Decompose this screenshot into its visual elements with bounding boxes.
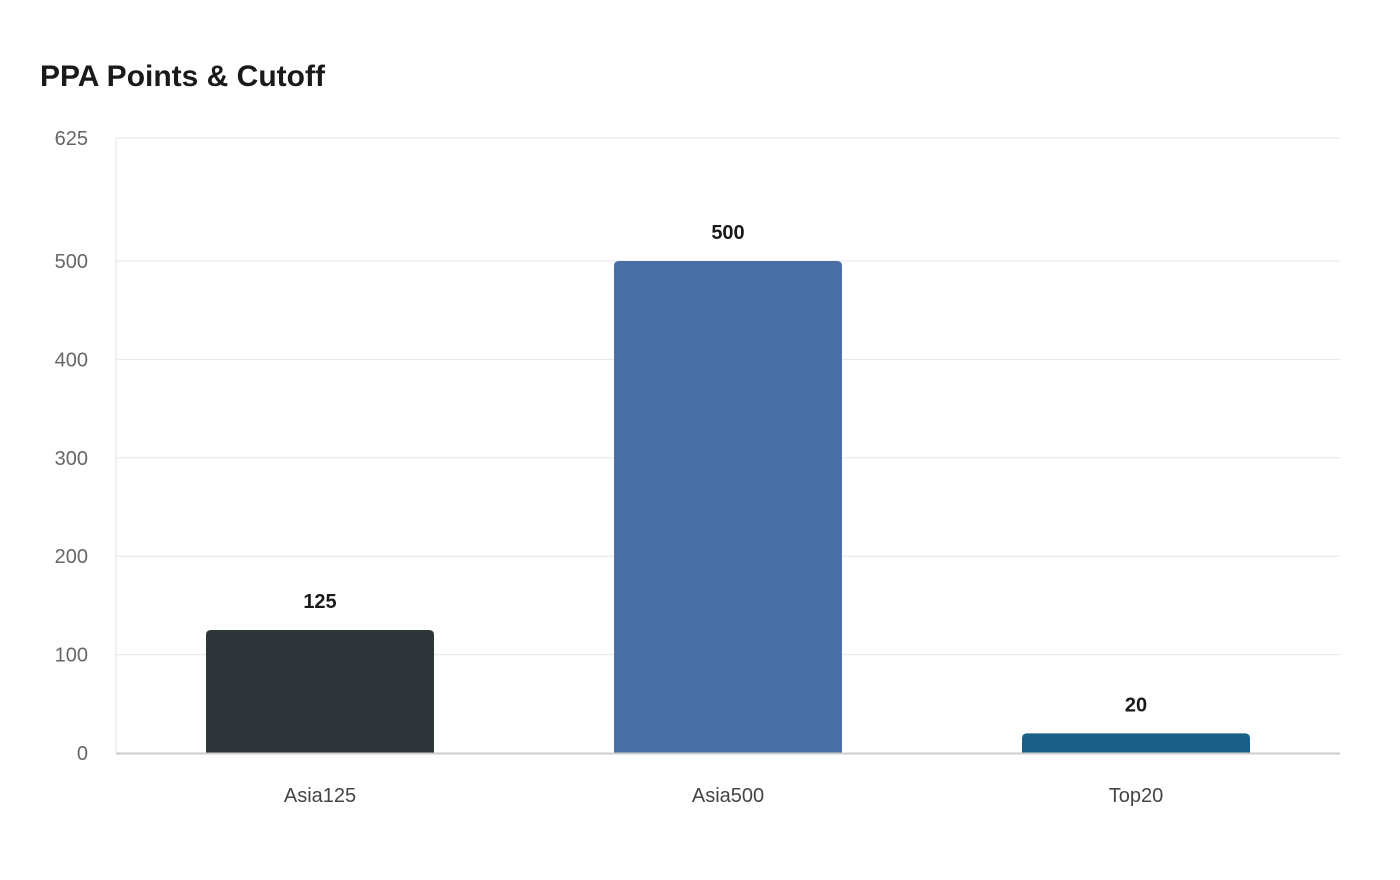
y-tick-label: 400 (55, 349, 88, 371)
data-label: 125 (303, 591, 336, 613)
y-tick-label: 0 (77, 743, 88, 765)
bar-top20 (1022, 733, 1250, 753)
y-tick-label: 100 (55, 645, 88, 667)
y-tick-label: 500 (55, 251, 88, 273)
bar-asia500 (614, 261, 842, 753)
chart-title: PPA Points & Cutoff (40, 60, 325, 93)
data-label: 20 (1125, 694, 1147, 716)
x-tick-label: Top20 (1109, 785, 1164, 807)
bar-asia125 (206, 630, 434, 753)
data-label: 500 (711, 222, 744, 244)
y-tick-label: 625 (55, 128, 88, 150)
x-tick-label: Asia500 (692, 785, 764, 807)
x-tick-label: Asia125 (284, 785, 356, 807)
y-tick-label: 300 (55, 448, 88, 470)
y-tick-label: 200 (55, 546, 88, 568)
